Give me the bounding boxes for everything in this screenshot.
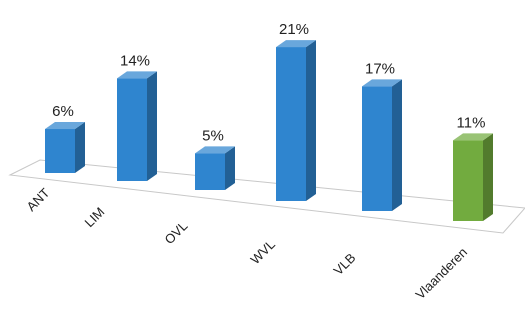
- bar-top: [117, 71, 157, 79]
- bar-front: [45, 129, 75, 173]
- bar-front: [276, 47, 306, 201]
- bar-side: [225, 146, 235, 190]
- bar-side: [306, 40, 316, 201]
- bar-top: [45, 122, 85, 130]
- data-label: 11%: [457, 114, 486, 131]
- bar-top: [362, 79, 402, 87]
- tick-label: VLB: [331, 250, 359, 278]
- bar-top: [453, 133, 493, 141]
- bar-front: [195, 153, 225, 190]
- bar-side: [483, 133, 493, 221]
- bar-ovl: [195, 146, 235, 190]
- data-label: 14%: [120, 52, 150, 69]
- data-label: 5%: [202, 127, 224, 144]
- bars-group: [45, 40, 493, 221]
- tick-label: ANT: [24, 185, 53, 214]
- bar-front: [453, 140, 483, 221]
- bar-side: [392, 79, 402, 211]
- data-label: 21%: [279, 21, 309, 38]
- bar-lim: [117, 71, 157, 181]
- data-label: 17%: [365, 60, 395, 77]
- bar-wvl: [276, 40, 316, 201]
- tick-label: WVL: [248, 237, 279, 268]
- bar-top: [276, 40, 316, 48]
- tick-label: OVL: [162, 218, 191, 247]
- bar-side: [75, 122, 85, 173]
- tick-label: Vlaanderen: [413, 244, 471, 302]
- bar-vlb: [362, 79, 402, 211]
- bar-front: [362, 86, 392, 211]
- bar-side: [147, 71, 157, 181]
- bar-ant: [45, 122, 85, 173]
- bar-front: [117, 78, 147, 181]
- labels-group: 6% ANT 14% LIM 5% OVL 21% WVL 17% VLB 11% Vlaandere…: [24, 21, 486, 302]
- data-label: 6%: [52, 103, 74, 120]
- bar-top: [195, 146, 235, 154]
- bar-vlaanderen: [453, 133, 493, 221]
- tick-label: LIM: [82, 204, 108, 230]
